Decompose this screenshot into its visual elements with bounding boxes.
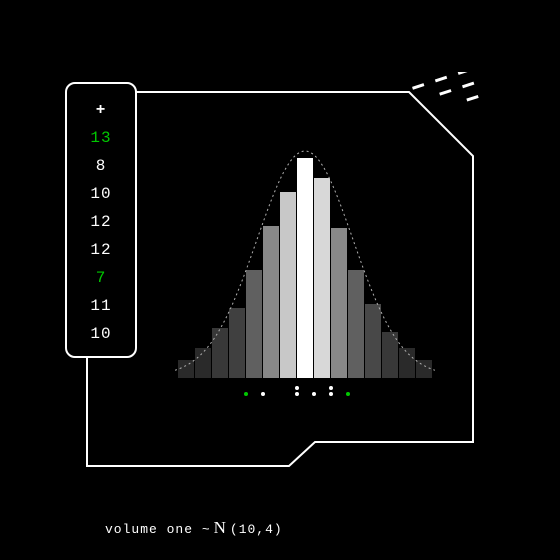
panel-value: 11 bbox=[67, 292, 135, 320]
histogram-bar bbox=[416, 360, 432, 378]
panel-value: 12 bbox=[67, 236, 135, 264]
dot-column bbox=[324, 386, 338, 396]
panel-value: 13 bbox=[67, 124, 135, 152]
histogram-bar bbox=[348, 270, 364, 378]
dot bbox=[295, 386, 299, 390]
normal-symbol: N bbox=[214, 518, 227, 538]
distribution-chart bbox=[175, 118, 435, 378]
histogram-bar bbox=[229, 308, 245, 378]
histogram-bar bbox=[212, 328, 228, 378]
panel-value: 10 bbox=[67, 180, 135, 208]
dot-column bbox=[256, 392, 270, 396]
panel-value: 8 bbox=[67, 152, 135, 180]
dot bbox=[329, 386, 333, 390]
dot bbox=[312, 392, 316, 396]
dot bbox=[261, 392, 265, 396]
histogram-bar bbox=[297, 158, 313, 378]
histogram-bars bbox=[175, 118, 435, 378]
histogram-bar bbox=[399, 348, 415, 378]
histogram-bar bbox=[314, 178, 330, 378]
caption-params: (10,4) bbox=[230, 522, 283, 537]
histogram-bar bbox=[365, 304, 381, 378]
hud-frame: + 13810121271110 volume one ~ N (10,4) bbox=[85, 90, 475, 480]
corner-dashes bbox=[395, 72, 485, 122]
histogram-bar bbox=[178, 360, 194, 378]
histogram-bar bbox=[195, 348, 211, 378]
dot-column bbox=[290, 386, 304, 396]
histogram-bar bbox=[331, 228, 347, 378]
caption-prefix: volume one ~ bbox=[105, 522, 211, 537]
dot bbox=[244, 392, 248, 396]
histogram-bar bbox=[263, 226, 279, 378]
histogram-bar bbox=[280, 192, 296, 378]
dot bbox=[329, 392, 333, 396]
add-icon[interactable]: + bbox=[67, 96, 135, 124]
panel-value: 7 bbox=[67, 264, 135, 292]
values-panel: + 13810121271110 bbox=[65, 82, 137, 358]
dot-strip bbox=[175, 386, 435, 396]
histogram-bar bbox=[382, 332, 398, 378]
caption: volume one ~ N (10,4) bbox=[105, 518, 283, 538]
dot bbox=[346, 392, 350, 396]
dot-column bbox=[239, 392, 253, 396]
dot-column bbox=[307, 392, 321, 396]
dot-column bbox=[341, 392, 355, 396]
histogram-bar bbox=[246, 270, 262, 378]
panel-value: 12 bbox=[67, 208, 135, 236]
dot bbox=[295, 392, 299, 396]
panel-value: 10 bbox=[67, 320, 135, 348]
